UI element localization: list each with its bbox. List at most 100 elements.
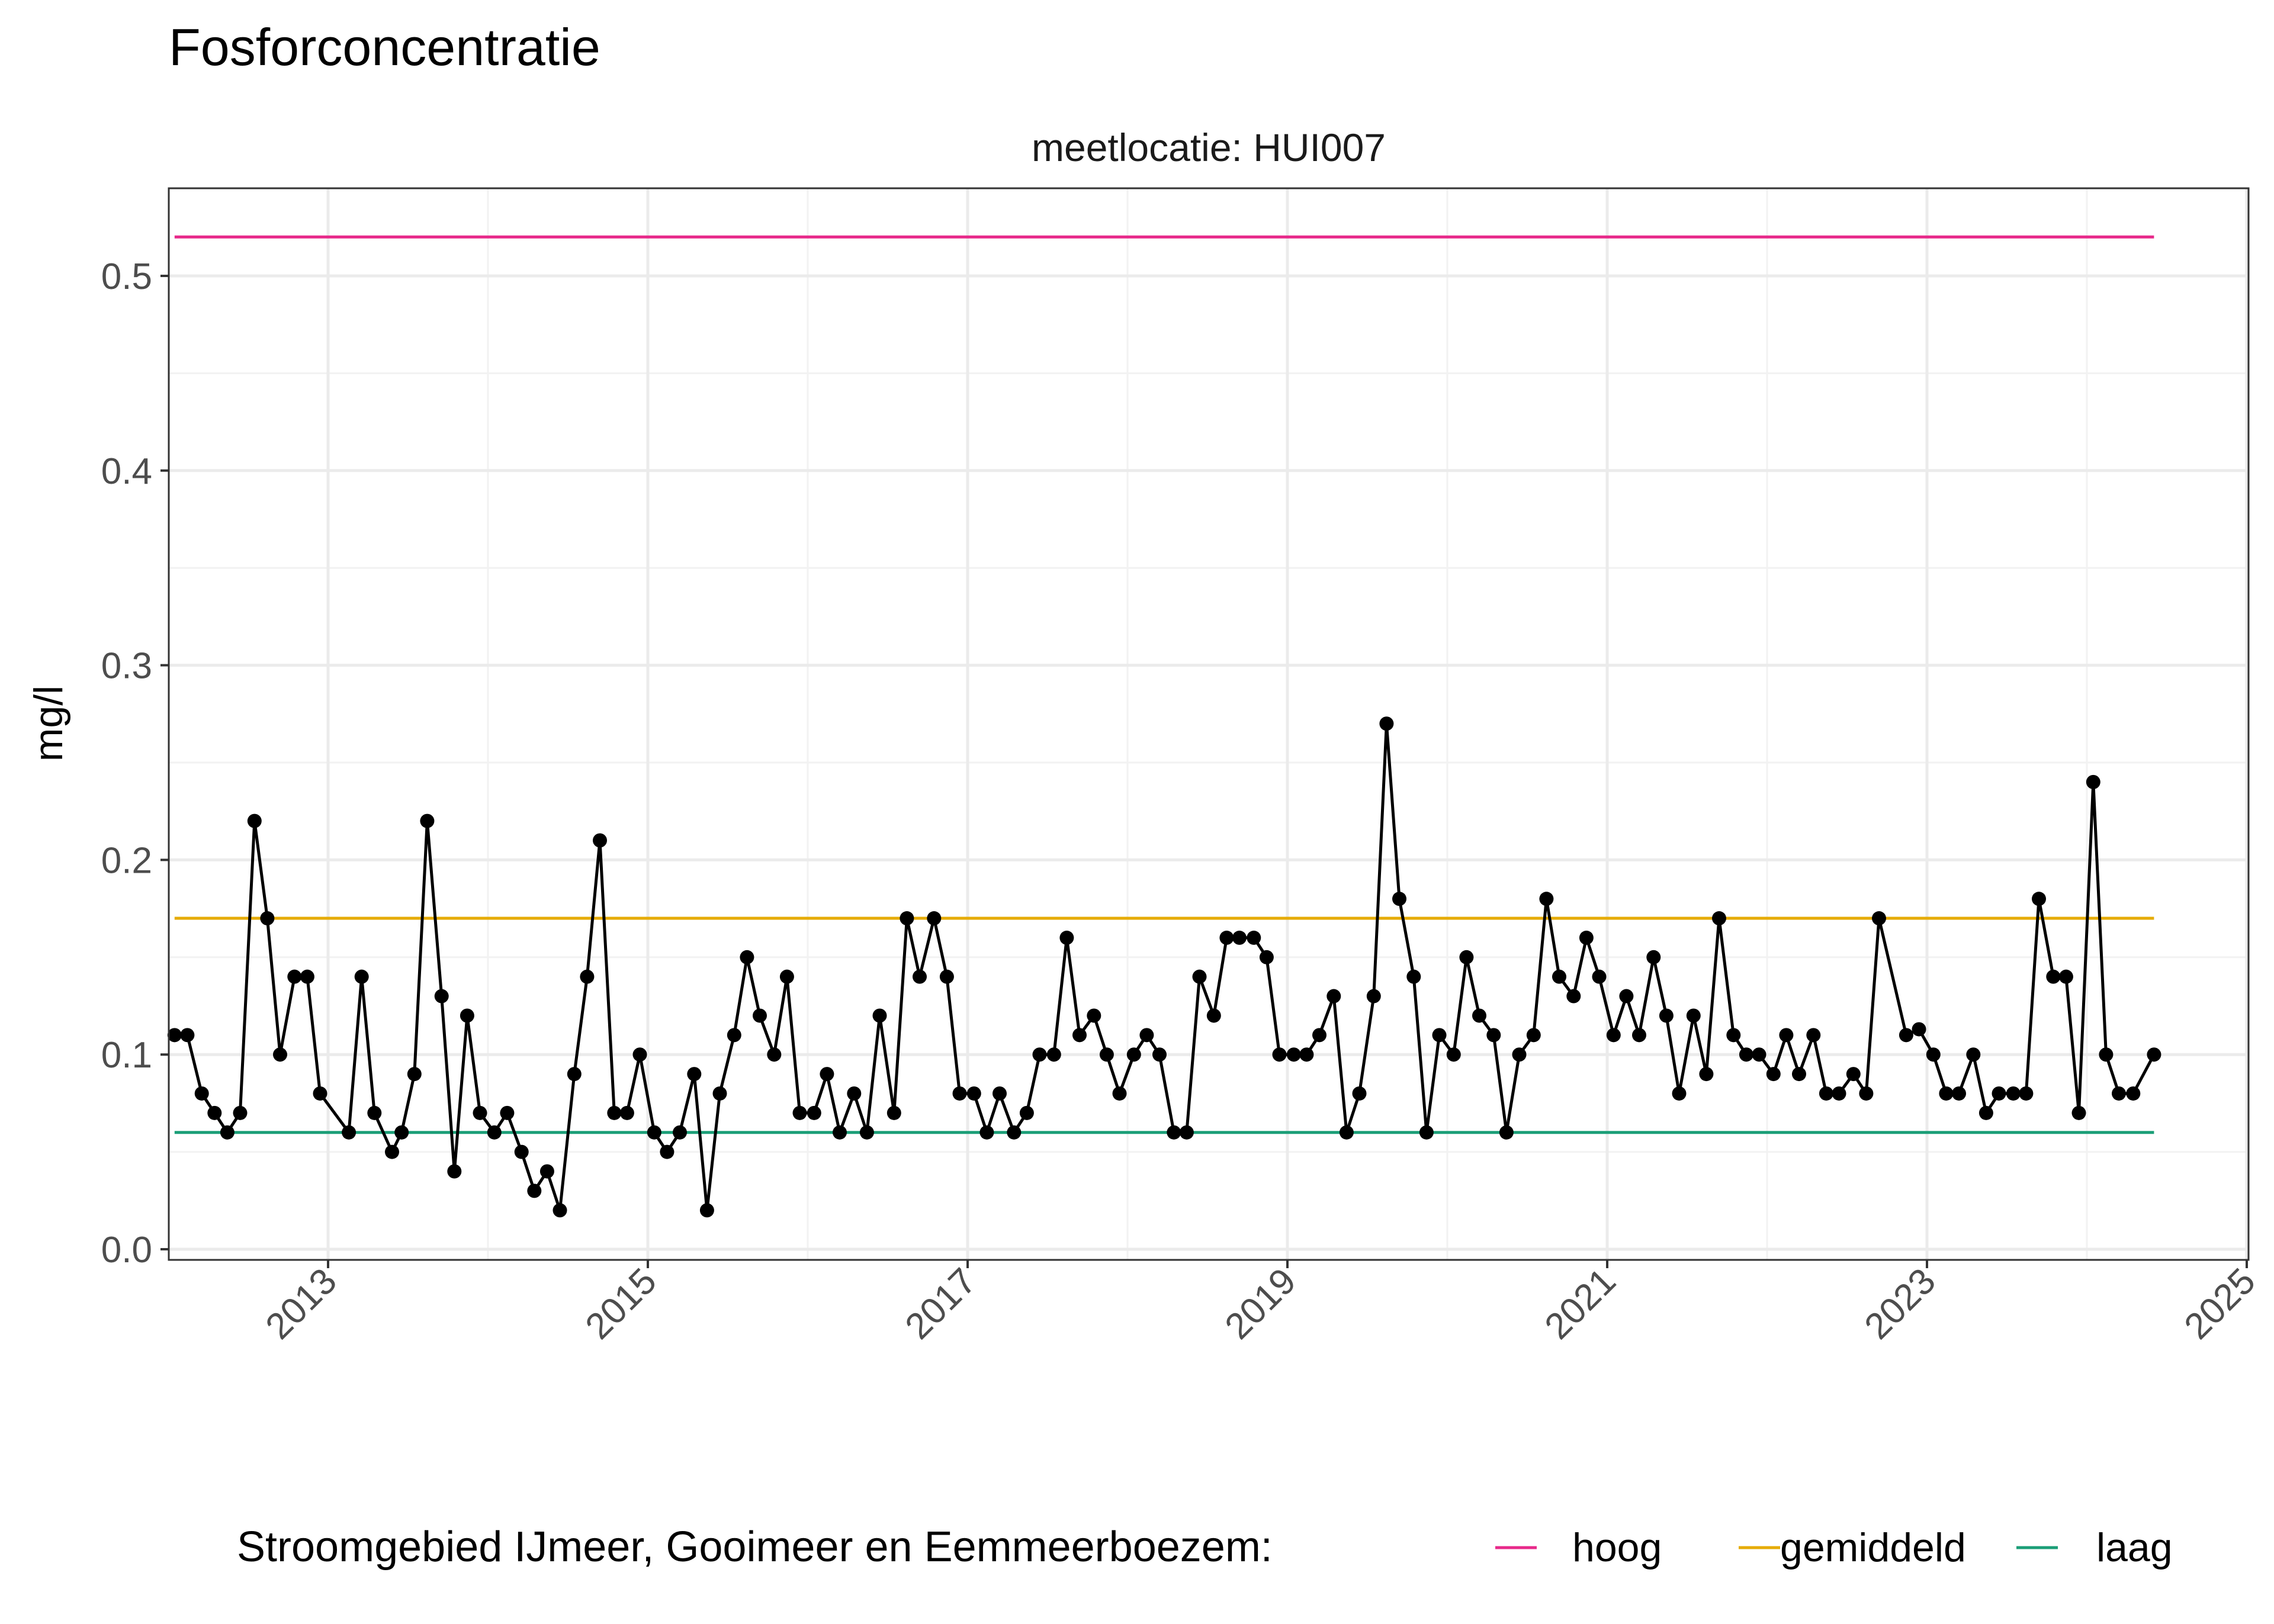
data-point <box>1766 1067 1781 1082</box>
data-point <box>1312 1028 1326 1043</box>
data-point <box>539 1164 554 1179</box>
x-tick-label: 2017 <box>898 1260 984 1347</box>
data-point <box>1699 1067 1714 1082</box>
data-point <box>220 1125 235 1140</box>
legend-label-laag: laag <box>2096 1525 2173 1570</box>
x-tick-label: 2013 <box>258 1260 345 1347</box>
data-point <box>473 1105 487 1120</box>
data-point <box>1272 1047 1287 1062</box>
y-tick-label: 0.5 <box>101 256 152 297</box>
data-point <box>1952 1086 1966 1101</box>
data-point <box>1379 716 1394 731</box>
data-point <box>354 969 369 984</box>
data-point <box>2032 892 2046 906</box>
data-point <box>1526 1028 1541 1043</box>
data-point <box>2126 1086 2141 1101</box>
data-point <box>580 969 595 984</box>
data-point <box>273 1047 287 1062</box>
data-point <box>367 1105 382 1120</box>
data-point <box>1779 1028 1794 1043</box>
data-point <box>1179 1125 1194 1140</box>
reference-lines <box>174 235 2154 1134</box>
data-point <box>660 1144 675 1159</box>
grid <box>169 188 2249 1260</box>
chart-title: Fosforconcentratie <box>169 18 600 76</box>
data-point <box>1806 1028 1821 1043</box>
data-point <box>952 1086 967 1101</box>
y-tick-label: 0.1 <box>101 1035 152 1076</box>
data-point <box>1512 1047 1527 1062</box>
data-point <box>727 1028 741 1043</box>
data-point <box>2058 969 2073 984</box>
data-point <box>247 813 262 828</box>
data-point <box>1032 1047 1047 1062</box>
data-point <box>699 1203 714 1218</box>
data-point <box>287 969 302 984</box>
data-point <box>1059 930 1074 945</box>
data-point <box>207 1105 222 1120</box>
data-point <box>342 1125 356 1140</box>
data-point <box>1459 950 1474 964</box>
data-point <box>1139 1028 1154 1043</box>
data-point <box>1819 1086 1833 1101</box>
data-point <box>1499 1125 1514 1140</box>
data-point <box>194 1086 209 1101</box>
data-point <box>1619 989 1634 1004</box>
data-point <box>1539 892 1554 906</box>
data-point <box>632 1047 647 1062</box>
data-point <box>1192 969 1207 984</box>
data-point <box>1726 1028 1741 1043</box>
data-point <box>939 969 954 984</box>
data-point <box>687 1067 702 1082</box>
data-point <box>167 1028 182 1043</box>
data-point <box>619 1105 634 1120</box>
data-point <box>567 1067 582 1082</box>
data-point <box>394 1125 409 1140</box>
data-point <box>1432 1028 1447 1043</box>
data-point <box>887 1105 901 1120</box>
y-axis-label: mg/l <box>26 686 71 761</box>
data-point <box>1872 911 1886 926</box>
data-point <box>180 1028 195 1043</box>
data-point <box>1099 1047 1114 1062</box>
data-point <box>1672 1086 1687 1101</box>
data-point <box>900 911 914 926</box>
data-point <box>2112 1086 2126 1101</box>
data-point <box>872 1008 887 1023</box>
data-point <box>1219 930 1234 945</box>
data-point <box>1019 1105 1034 1120</box>
data-point <box>740 950 754 964</box>
data-point <box>1632 1028 1646 1043</box>
data-point <box>1152 1047 1167 1062</box>
y-tick-label: 0.3 <box>101 646 152 687</box>
x-tick-label: 2021 <box>1537 1260 1624 1347</box>
data-point <box>753 1008 767 1023</box>
data-point <box>779 969 794 984</box>
data-point <box>712 1086 727 1101</box>
data-point <box>1366 989 1381 1004</box>
data-point <box>1712 911 1726 926</box>
facet-strip-label: meetlocatie: HUI007 <box>1032 126 1386 169</box>
data-point <box>767 1047 782 1062</box>
data-point <box>1992 1086 2006 1101</box>
legend-label-hoog: hoog <box>1572 1525 1662 1570</box>
data-point <box>1339 1125 1354 1140</box>
data-point <box>859 1125 874 1140</box>
data-point <box>607 1105 622 1120</box>
legend-label-gemiddeld: gemiddeld <box>1780 1525 1966 1570</box>
x-tick-label: 2015 <box>578 1260 664 1347</box>
data-point <box>647 1125 661 1140</box>
data-point <box>847 1086 862 1101</box>
data-point <box>1646 950 1661 964</box>
data-point <box>447 1164 462 1179</box>
data-point <box>1978 1105 1993 1120</box>
x-tick-label: 2019 <box>1218 1260 1304 1347</box>
data-point <box>434 989 449 1004</box>
data-point <box>2046 969 2061 984</box>
data-point <box>1752 1047 1766 1062</box>
data-point <box>1472 1008 1486 1023</box>
data-point <box>2086 774 2100 789</box>
data-point <box>1299 1047 1314 1062</box>
data-point <box>833 1125 847 1140</box>
